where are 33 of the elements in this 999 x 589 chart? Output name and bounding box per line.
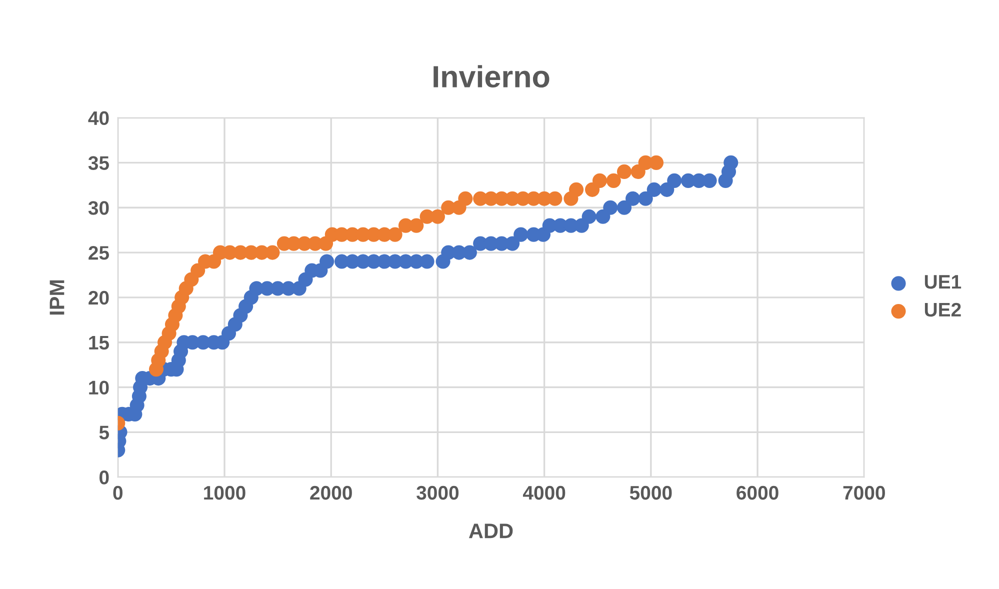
x-tick-label: 3000 [416, 486, 459, 500]
y-tick-label: 0 [100, 470, 109, 484]
x-tick-label: 7000 [843, 486, 885, 500]
point [265, 245, 280, 260]
point [606, 173, 621, 188]
y-tick-label: 35 [88, 156, 110, 170]
y-tick-label: 5 [99, 426, 110, 440]
x-tick-label: 0 [113, 486, 122, 500]
point [648, 155, 664, 170]
y-tick-label: 25 [88, 246, 110, 260]
y-tick-label: 20 [88, 290, 109, 305]
legend-label: UE1 [924, 275, 962, 289]
x-tick-label: 2000 [310, 486, 352, 500]
y-tick-label: 15 [89, 336, 110, 350]
x-tick-label: 5000 [630, 486, 672, 500]
point [430, 209, 445, 224]
chart-title: Invierno [434, 65, 550, 88]
y-tick-label: 10 [89, 380, 109, 395]
x-tick-label: 1000 [204, 486, 246, 500]
x-axis-title: ADD [468, 524, 513, 538]
y-tick-label: 30 [88, 201, 109, 215]
x-tick-label: 4000 [522, 486, 566, 500]
point [569, 182, 584, 197]
point [616, 164, 632, 179]
point [458, 191, 473, 206]
point [409, 218, 424, 233]
y-axis-title: IPM [50, 280, 64, 315]
point [388, 227, 402, 242]
y-tick-label: 40 [88, 111, 109, 126]
legend-label: UE2 [924, 302, 961, 317]
x-tick-label: 6000 [736, 486, 778, 500]
point [592, 173, 608, 188]
point [548, 191, 562, 206]
